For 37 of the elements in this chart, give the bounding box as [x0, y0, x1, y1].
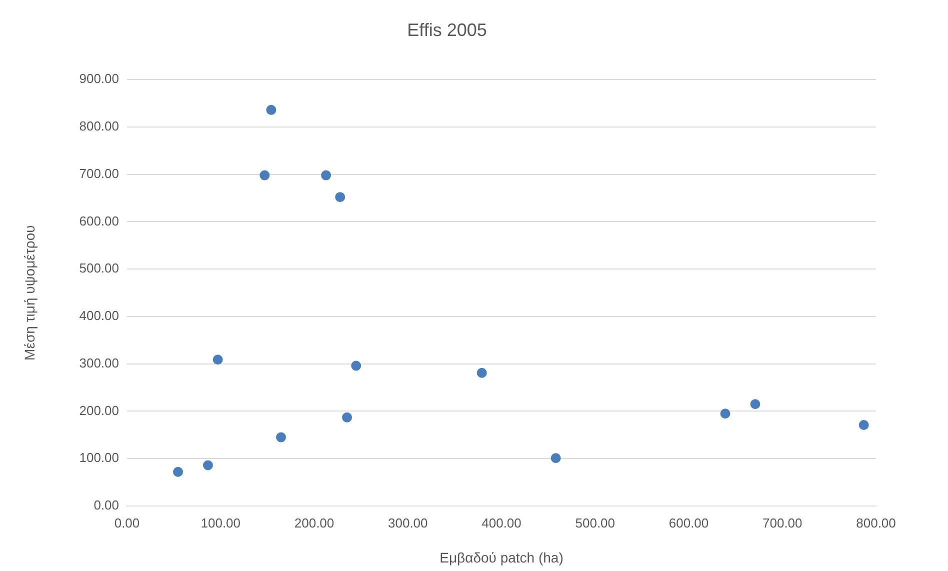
- point: [750, 399, 760, 410]
- x-tick-label: 500.00: [575, 515, 616, 530]
- chart-title: Effis 2005: [407, 20, 487, 40]
- point: [212, 354, 223, 365]
- point: [266, 104, 276, 115]
- point: [342, 412, 352, 422]
- y-tick-label: 600.00: [79, 213, 119, 228]
- x-tick-label: 300.00: [388, 515, 428, 530]
- y-tick-label: 900.00: [79, 71, 119, 86]
- point: [335, 192, 346, 202]
- y-tick-label: 100.00: [79, 450, 119, 466]
- point: [260, 170, 270, 180]
- x-tick-label: 200.00: [294, 515, 334, 530]
- y-axis-title: Μέση τιμή υψομέτρου: [21, 225, 38, 360]
- x-tick-label: 100.00: [200, 515, 241, 530]
- x-tick-label: 400.00: [482, 515, 522, 530]
- x-tick-label: 700.00: [762, 515, 802, 530]
- x-tick-label: 0.00: [114, 515, 140, 530]
- x-tick-label: 800.00: [856, 515, 896, 530]
- x-axis-title: Εμβαδού patch (ha): [440, 549, 564, 566]
- y-tick-label: 400.00: [79, 308, 119, 324]
- point: [173, 466, 184, 477]
- y-tick-label: 500.00: [79, 260, 119, 276]
- point: [202, 460, 213, 470]
- point: [321, 170, 332, 180]
- point: [476, 368, 487, 378]
- point: [351, 360, 362, 371]
- y-tick-label: 700.00: [79, 166, 119, 181]
- point: [550, 453, 561, 464]
- point: [276, 432, 286, 442]
- y-tick-label: 300.00: [79, 355, 119, 370]
- y-tick-label: 800.00: [79, 118, 119, 134]
- x-tick-label: 600.00: [668, 515, 709, 530]
- y-tick-label: 0.00: [94, 498, 119, 513]
- y-tick-label: 200.00: [79, 402, 119, 418]
- point: [720, 408, 730, 419]
- point: [858, 420, 869, 430]
